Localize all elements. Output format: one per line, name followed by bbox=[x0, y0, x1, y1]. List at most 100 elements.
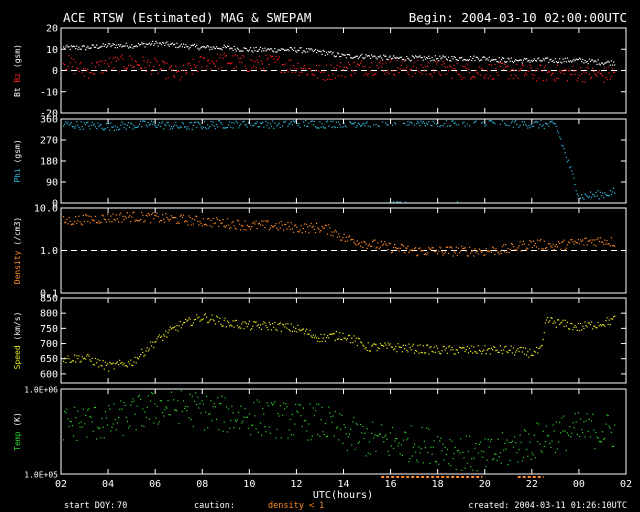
data-point-speed bbox=[608, 319, 610, 321]
data-point-phi bbox=[446, 125, 449, 127]
data-point-bt bbox=[98, 47, 100, 49]
data-point-bz bbox=[512, 78, 515, 80]
data-point-bz bbox=[395, 70, 397, 72]
data-point-bz bbox=[154, 57, 156, 59]
data-point-phi bbox=[69, 123, 71, 125]
data-point-bz bbox=[265, 54, 267, 56]
data-point-temp bbox=[296, 410, 298, 412]
data-point-speed bbox=[446, 352, 449, 354]
data-point-temp bbox=[373, 437, 375, 439]
data-point-phi bbox=[270, 125, 273, 127]
data-point-bz bbox=[406, 66, 408, 68]
data-point-density bbox=[514, 249, 516, 251]
data-point-density bbox=[285, 224, 287, 226]
data-point-bt bbox=[503, 57, 505, 59]
data-point-bt bbox=[549, 59, 551, 61]
data-point-density bbox=[413, 248, 416, 250]
data-point-phi bbox=[526, 125, 528, 127]
data-point-speed bbox=[116, 361, 119, 363]
data-point-density bbox=[312, 225, 314, 227]
data-point-bt bbox=[319, 50, 321, 52]
data-point-speed bbox=[356, 344, 358, 347]
data-point-bz bbox=[96, 62, 98, 64]
data-point-speed bbox=[221, 325, 223, 327]
data-point-speed bbox=[146, 347, 148, 349]
data-point-density bbox=[406, 247, 408, 249]
data-point-temp bbox=[581, 429, 583, 431]
data-point-bz bbox=[525, 72, 527, 74]
data-point-bt bbox=[354, 56, 356, 58]
data-point-temp bbox=[474, 447, 476, 449]
data-point-density bbox=[489, 250, 491, 252]
data-point-temp bbox=[287, 437, 289, 439]
data-point-bz bbox=[310, 70, 312, 72]
data-point-temp bbox=[344, 426, 346, 428]
data-point-density bbox=[342, 237, 344, 239]
data-point-density bbox=[404, 252, 406, 254]
data-point-bz bbox=[608, 72, 610, 74]
data-point-density bbox=[572, 241, 574, 243]
data-point-phi bbox=[196, 126, 198, 129]
data-point-bt bbox=[211, 48, 213, 50]
data-point-bt bbox=[180, 43, 182, 45]
data-point-phi bbox=[206, 128, 208, 130]
data-point-bt bbox=[528, 60, 530, 62]
data-point-bt bbox=[90, 47, 92, 49]
data-point-bz bbox=[607, 66, 609, 68]
data-point-speed bbox=[302, 328, 304, 330]
data-point-speed bbox=[103, 368, 105, 370]
data-point-bz bbox=[385, 62, 387, 64]
data-point-bz bbox=[164, 62, 166, 64]
data-point-speed bbox=[195, 318, 197, 321]
data-point-density bbox=[68, 217, 70, 219]
data-point-density bbox=[273, 226, 275, 228]
data-point-temp bbox=[80, 421, 82, 423]
data-point-temp bbox=[564, 430, 566, 432]
data-point-temp bbox=[525, 430, 527, 432]
data-point-bz bbox=[488, 64, 490, 66]
data-point-speed bbox=[64, 357, 66, 359]
data-point-phi bbox=[156, 127, 158, 129]
data-point-bt bbox=[108, 43, 110, 45]
data-point-bz bbox=[69, 62, 71, 64]
data-point-speed bbox=[242, 321, 244, 323]
data-point-phi bbox=[103, 129, 105, 131]
data-point-bz bbox=[192, 58, 194, 61]
data-point-density bbox=[242, 225, 244, 227]
data-point-phi bbox=[320, 126, 322, 128]
data-point-density bbox=[251, 226, 253, 228]
data-point-speed bbox=[140, 354, 142, 356]
y-axis-label-part: Speed bbox=[13, 345, 22, 369]
data-point-bz bbox=[193, 64, 196, 66]
data-point-bz bbox=[509, 70, 511, 72]
data-point-bt bbox=[398, 57, 400, 59]
data-point-bz bbox=[100, 72, 102, 74]
data-point-phi bbox=[593, 194, 595, 196]
data-point-temp bbox=[122, 434, 124, 437]
y-axis-label-phi: Phi (gsm) bbox=[13, 139, 22, 182]
data-point-speed bbox=[523, 353, 526, 355]
data-point-bt bbox=[369, 57, 372, 59]
caution-label: caution: bbox=[194, 501, 235, 511]
y-axis-label-speed: Speed (km/s) bbox=[13, 312, 22, 370]
data-point-phi bbox=[70, 121, 72, 123]
data-point-speed bbox=[598, 325, 600, 327]
data-point-speed bbox=[334, 339, 336, 341]
data-point-density bbox=[521, 243, 523, 246]
data-point-speed bbox=[107, 363, 109, 365]
data-point-density bbox=[536, 246, 538, 248]
data-point-bt bbox=[498, 57, 500, 59]
data-point-phi bbox=[108, 123, 110, 125]
data-point-temp bbox=[290, 434, 292, 436]
data-point-phi bbox=[142, 120, 144, 122]
data-point-speed bbox=[347, 335, 350, 337]
data-point-bt bbox=[137, 42, 139, 45]
data-point-bt bbox=[153, 44, 155, 46]
data-point-bz bbox=[611, 68, 614, 70]
data-point-temp bbox=[395, 437, 397, 440]
data-point-bt bbox=[231, 47, 233, 49]
data-point-phi bbox=[604, 192, 606, 194]
data-point-phi bbox=[303, 125, 306, 127]
data-point-bz bbox=[169, 66, 171, 68]
data-point-temp bbox=[407, 437, 409, 439]
